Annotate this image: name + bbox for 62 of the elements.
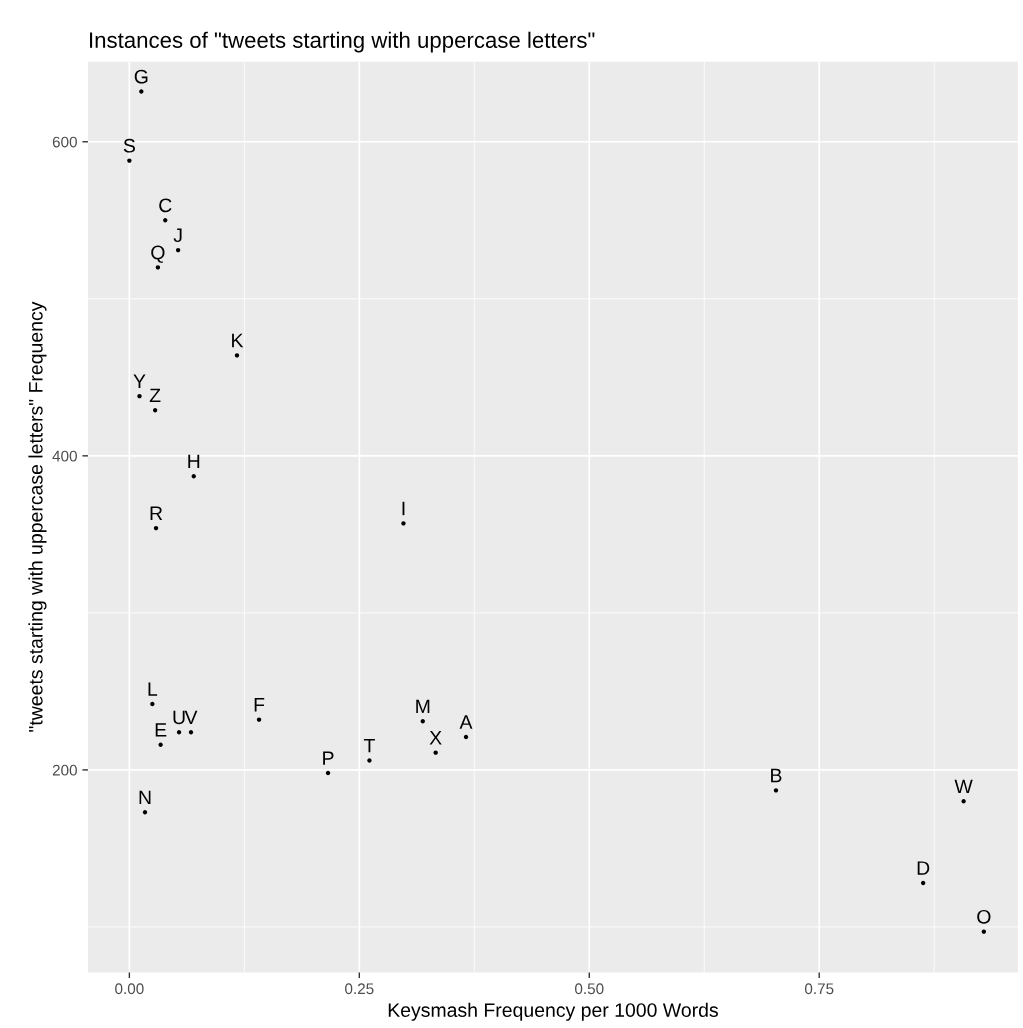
data-label: E (155, 723, 167, 737)
data-label: Q (151, 245, 165, 263)
data-label: F (254, 698, 265, 712)
x-tick-label: 0.50 (574, 983, 604, 995)
point (420, 719, 425, 724)
data-label: S (123, 138, 135, 153)
point (175, 247, 181, 253)
y-tick-label: 400 (52, 450, 77, 462)
data-label: O (977, 909, 991, 924)
data-label: B (771, 768, 782, 783)
data-label: D (917, 861, 930, 875)
point (191, 474, 196, 479)
data-label: L (148, 682, 158, 696)
point (158, 742, 163, 747)
point (773, 788, 779, 793)
point (401, 521, 406, 526)
x-tick-label: 0.00 (115, 983, 144, 995)
data-label: C (159, 198, 172, 213)
point (433, 750, 438, 755)
x-tick-label: 0.75 (804, 983, 834, 995)
data-label: A (459, 715, 473, 729)
point (153, 525, 159, 531)
data-label: K (232, 333, 244, 348)
data-label: Z (149, 388, 161, 403)
point (961, 799, 966, 804)
chart-title: Instances of "tweets starting with uppercase letters" (90, 31, 595, 53)
point (139, 89, 144, 94)
point (234, 353, 240, 358)
point (367, 758, 372, 763)
data-label: G (134, 69, 148, 84)
point (463, 734, 469, 740)
point (137, 393, 142, 399)
data-label: Y (133, 374, 146, 388)
data-label: M (416, 699, 430, 714)
data-label: N (139, 790, 151, 805)
data-label: W (954, 779, 973, 794)
point (163, 218, 168, 223)
point (127, 158, 132, 163)
point (256, 717, 262, 722)
point (142, 810, 148, 815)
point (155, 265, 161, 270)
x-tick-label: 0.25 (345, 983, 374, 995)
point (150, 701, 155, 707)
y-axis-title: "tweets starting with uppercase letters" Frequency (28, 301, 47, 732)
point (325, 770, 331, 776)
point (920, 880, 926, 886)
data-label: V (184, 710, 198, 725)
data-label: P (323, 751, 334, 765)
point (981, 929, 987, 934)
data-label: X (429, 731, 442, 745)
data-label: T (363, 738, 375, 753)
x-axis-title: Keysmash Frequency per 1000 Words (388, 1002, 718, 1021)
y-tick-label: 200 (52, 764, 77, 776)
data-label: I (402, 501, 405, 516)
y-tick-label: 600 (52, 136, 77, 148)
data-label: J (173, 228, 182, 243)
data-label: R (150, 506, 163, 520)
point (152, 408, 158, 413)
data-label: H (188, 454, 200, 469)
point (176, 730, 182, 735)
data-label: U (173, 710, 185, 725)
point (188, 730, 194, 735)
